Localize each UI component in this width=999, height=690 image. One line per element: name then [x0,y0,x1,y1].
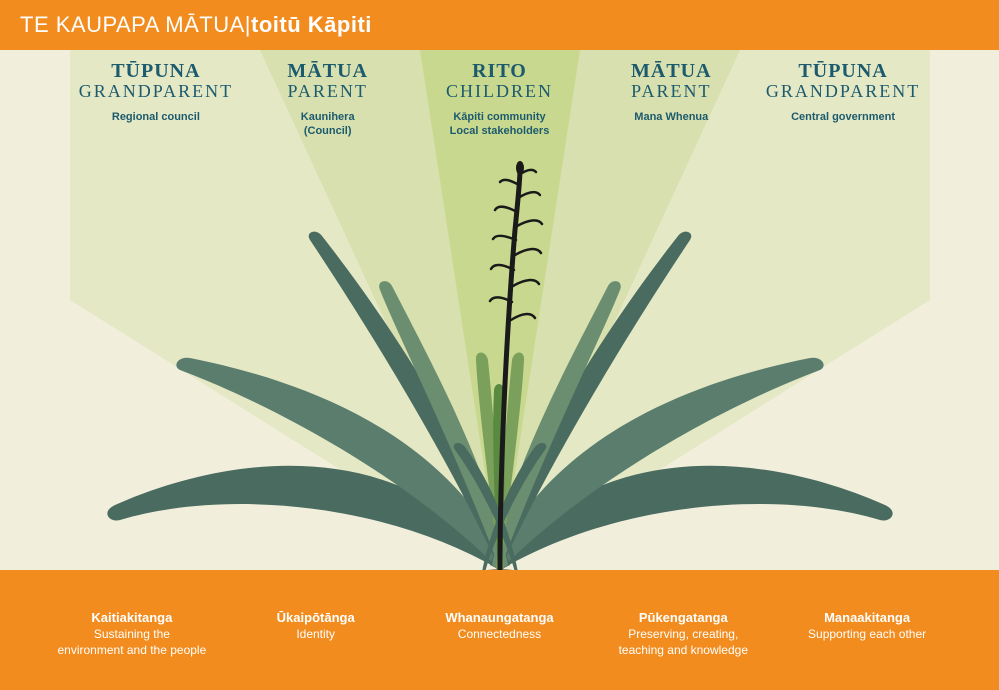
col-english: PARENT [586,81,756,102]
col-english: CHILDREN [414,81,584,102]
value-desc: Preserving, creating,teaching and knowle… [593,627,773,658]
top-columns: TŪPUNA GRANDPARENT Regional council MĀTU… [0,60,999,139]
value-pukengatanga: Pūkengatanga Preserving, creating,teachi… [593,610,773,658]
value-whanaungatanga: Whanaungatanga Connectedness [409,610,589,658]
value-desc: Identity [226,627,406,643]
footer-bar: Kaitiakitanga Sustaining theenvironment … [0,570,999,690]
value-desc: Sustaining theenvironment and the people [42,627,222,658]
col-tupuna-right: TŪPUNA GRANDPARENT Central government [758,60,928,139]
value-title: Kaitiakitanga [42,610,222,625]
value-title: Pūkengatanga [593,610,773,625]
value-desc: Connectedness [409,627,589,643]
col-maori: RITO [414,60,584,83]
header-suffix: toitū Kāpiti [251,12,372,38]
header-bar: TE KAUPAPA MĀTUA | toitū Kāpiti [0,0,999,50]
col-desc: Mana Whenua [586,110,756,124]
col-desc: Kaunihera(Council) [243,110,413,139]
value-kaitiakitanga: Kaitiakitanga Sustaining theenvironment … [42,610,222,658]
flax-plant [107,232,892,572]
col-english: PARENT [243,81,413,102]
header-prefix: TE KAUPAPA MĀTUA [20,12,245,38]
col-maori: MĀTUA [586,60,756,83]
col-maori: TŪPUNA [758,60,928,83]
col-matua-left: MĀTUA PARENT Kaunihera(Council) [243,60,413,139]
value-desc: Supporting each other [777,627,957,643]
flower-stalk [490,161,542,570]
col-english: GRANDPARENT [758,81,928,102]
col-maori: TŪPUNA [71,60,241,83]
col-desc: Central government [758,110,928,124]
value-manaakitanga: Manaakitanga Supporting each other [777,610,957,658]
values-row: Kaitiakitanga Sustaining theenvironment … [0,610,999,658]
value-title: Ūkaipōtānga [226,610,406,625]
col-english: GRANDPARENT [71,81,241,102]
col-desc: Kāpiti communityLocal stakeholders [414,110,584,139]
col-tupuna-left: TŪPUNA GRANDPARENT Regional council [71,60,241,139]
col-matua-right: MĀTUA PARENT Mana Whenua [586,60,756,139]
col-desc: Regional council [71,110,241,124]
value-title: Whanaungatanga [409,610,589,625]
col-rito: RITO CHILDREN Kāpiti communityLocal stak… [414,60,584,139]
value-title: Manaakitanga [777,610,957,625]
value-ukaipotanga: Ūkaipōtānga Identity [226,610,406,658]
col-maori: MĀTUA [243,60,413,83]
